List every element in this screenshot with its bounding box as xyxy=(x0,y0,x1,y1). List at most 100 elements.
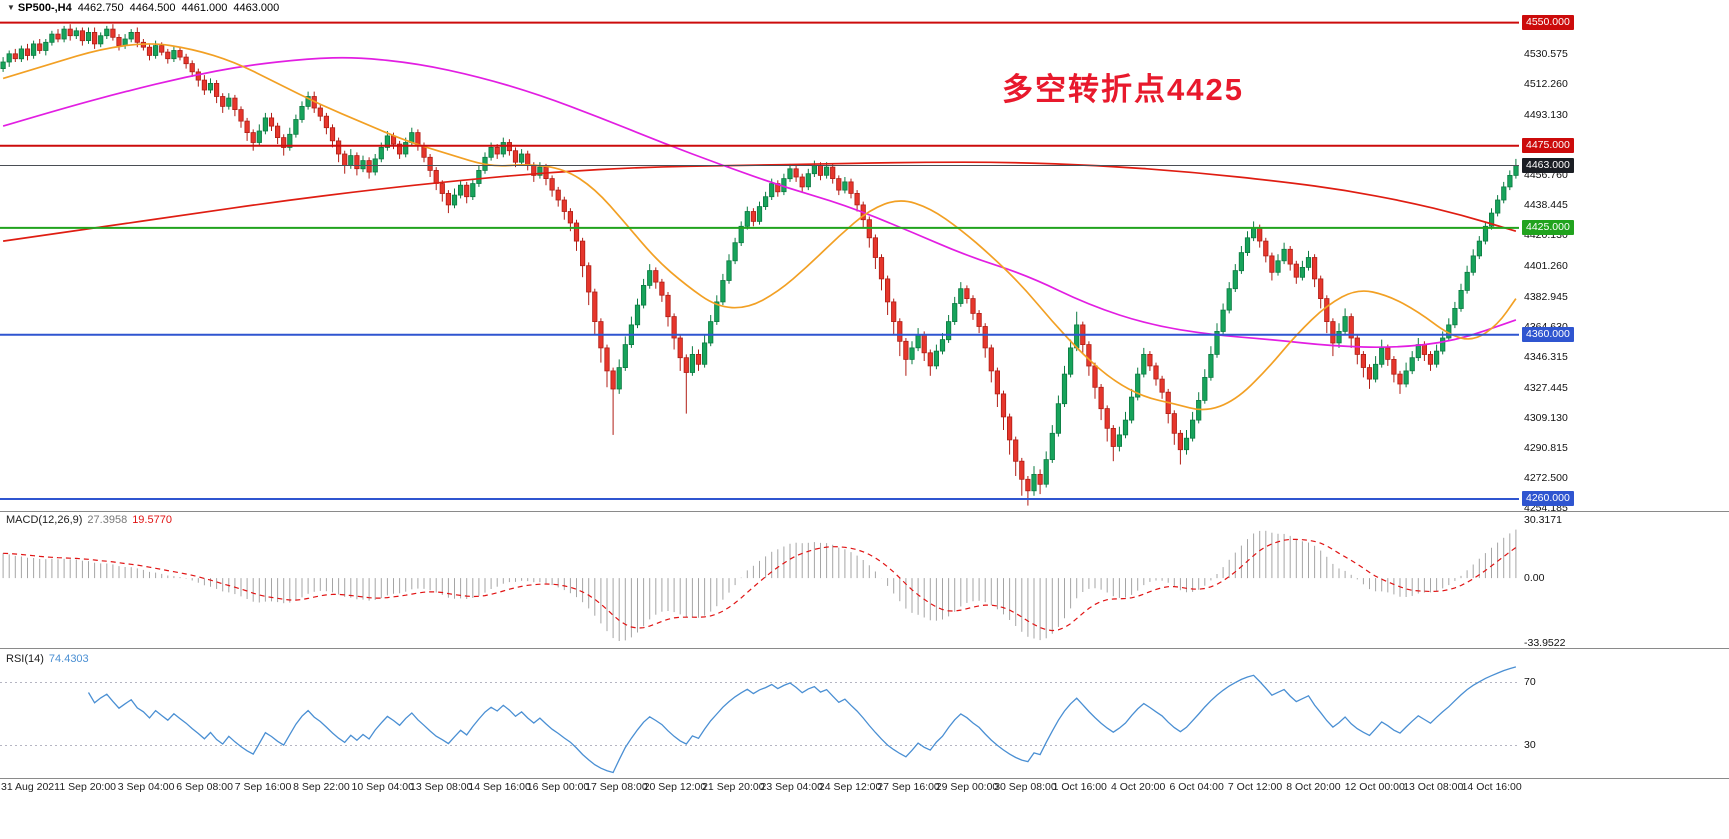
candle xyxy=(61,25,67,43)
candle xyxy=(671,313,677,350)
time-axis-label: 29 Sep 00:00 xyxy=(935,781,999,793)
candle xyxy=(1208,346,1214,381)
ma-slow-red-line xyxy=(2,161,1517,242)
candle xyxy=(30,40,37,59)
candle xyxy=(903,338,909,376)
candle xyxy=(1000,390,1007,430)
candle xyxy=(512,147,519,168)
candle xyxy=(1080,321,1086,353)
candle xyxy=(848,178,854,199)
chevron-down-icon[interactable]: ▼ xyxy=(7,3,15,12)
candle xyxy=(1434,344,1440,368)
axis-scale-label: 4493.130 xyxy=(1524,109,1568,122)
candle xyxy=(439,180,445,202)
time-axis[interactable]: 31 Aug 2021 1 Sep 20:00 3 Sep 04:00 6 Sep 0… xyxy=(0,781,1522,799)
time-axis-label: 7 Oct 12:00 xyxy=(1227,781,1283,793)
candle xyxy=(323,112,330,135)
candle xyxy=(220,93,226,113)
ma-fast-orange-line xyxy=(2,43,1517,411)
candle xyxy=(1513,158,1519,179)
candle xyxy=(793,165,799,182)
candle xyxy=(207,78,214,94)
candle xyxy=(641,278,647,309)
candle xyxy=(708,315,714,347)
candle xyxy=(464,181,470,204)
axis-scale-label: 4512.260 xyxy=(1524,78,1568,91)
candle xyxy=(683,354,689,414)
candle xyxy=(6,50,12,67)
time-axis-label: 23 Sep 04:00 xyxy=(760,781,823,793)
candle xyxy=(763,191,769,210)
candle xyxy=(1244,231,1251,256)
candle xyxy=(817,162,824,181)
rsi-name: RSI(14) xyxy=(6,653,44,665)
candle xyxy=(1458,283,1464,312)
price-level-tag: 4550.000 xyxy=(1522,15,1574,31)
candle xyxy=(433,167,439,191)
candle xyxy=(470,178,476,200)
symbol-timeframe-label: SP500-,H4 xyxy=(17,2,72,14)
price-level-tag: 4360.000 xyxy=(1522,327,1574,343)
candle xyxy=(787,163,793,182)
candle xyxy=(18,45,25,62)
candle xyxy=(1226,282,1232,314)
candle xyxy=(573,219,580,251)
candle xyxy=(201,75,207,95)
candle xyxy=(756,201,763,225)
candle xyxy=(1409,351,1415,375)
candle xyxy=(988,344,994,383)
candle xyxy=(1507,170,1513,191)
candle xyxy=(1476,236,1482,260)
candle xyxy=(360,155,366,173)
quote-low: 4461.000 xyxy=(181,2,228,14)
candle xyxy=(1177,430,1183,465)
candle xyxy=(451,188,458,209)
axis-scale-label: 4530.575 xyxy=(1524,47,1568,60)
candle xyxy=(525,150,531,171)
candle xyxy=(1232,264,1238,292)
candle xyxy=(1190,411,1196,442)
candle xyxy=(482,152,488,174)
time-axis-label: 31 Aug 2021 xyxy=(1,781,60,793)
candle xyxy=(1214,323,1220,358)
candle xyxy=(750,208,757,227)
candle xyxy=(897,318,903,357)
time-axis-label: 27 Sep 16:00 xyxy=(877,781,940,793)
candle xyxy=(927,349,933,376)
candle xyxy=(104,25,110,39)
candle xyxy=(73,27,79,39)
candle xyxy=(1354,334,1360,365)
time-axis-label: 8 Sep 22:00 xyxy=(293,781,350,793)
candle xyxy=(287,127,293,151)
time-axis-label: 4 Oct 20:00 xyxy=(1111,781,1166,793)
time-axis-label: 3 Sep 04:00 xyxy=(117,781,175,793)
candle xyxy=(396,140,403,159)
macd-indicator-label: MACD(12,26,9) 27.3958 19.5770 xyxy=(6,514,177,526)
quote-open: 4462.750 xyxy=(77,2,124,14)
candle xyxy=(372,154,378,176)
candle xyxy=(952,296,958,325)
candle xyxy=(1330,318,1336,357)
candle xyxy=(1360,351,1366,378)
candle xyxy=(1287,246,1293,271)
candle xyxy=(250,129,256,151)
time-axis-label: 1 Sep 20:00 xyxy=(59,781,117,793)
candle xyxy=(1269,252,1275,281)
candle xyxy=(293,114,299,138)
axis-scale-label: 70 xyxy=(1524,676,1536,688)
candle xyxy=(824,162,830,179)
candle xyxy=(1470,249,1476,276)
candle xyxy=(238,106,244,128)
candle xyxy=(1092,362,1098,399)
candle xyxy=(580,237,586,278)
candle xyxy=(976,310,982,334)
candle xyxy=(1373,356,1379,383)
chart-annotation-text[interactable]: 多空转折点4425 xyxy=(1002,72,1244,107)
candle xyxy=(457,180,464,199)
candle xyxy=(232,94,238,117)
axis-scale-label: 0.00 xyxy=(1524,571,1545,584)
price-axis[interactable]: 4530.575 4512.260 4493.130 4456.760 4438.445… xyxy=(1521,0,1727,839)
candle xyxy=(506,139,513,156)
